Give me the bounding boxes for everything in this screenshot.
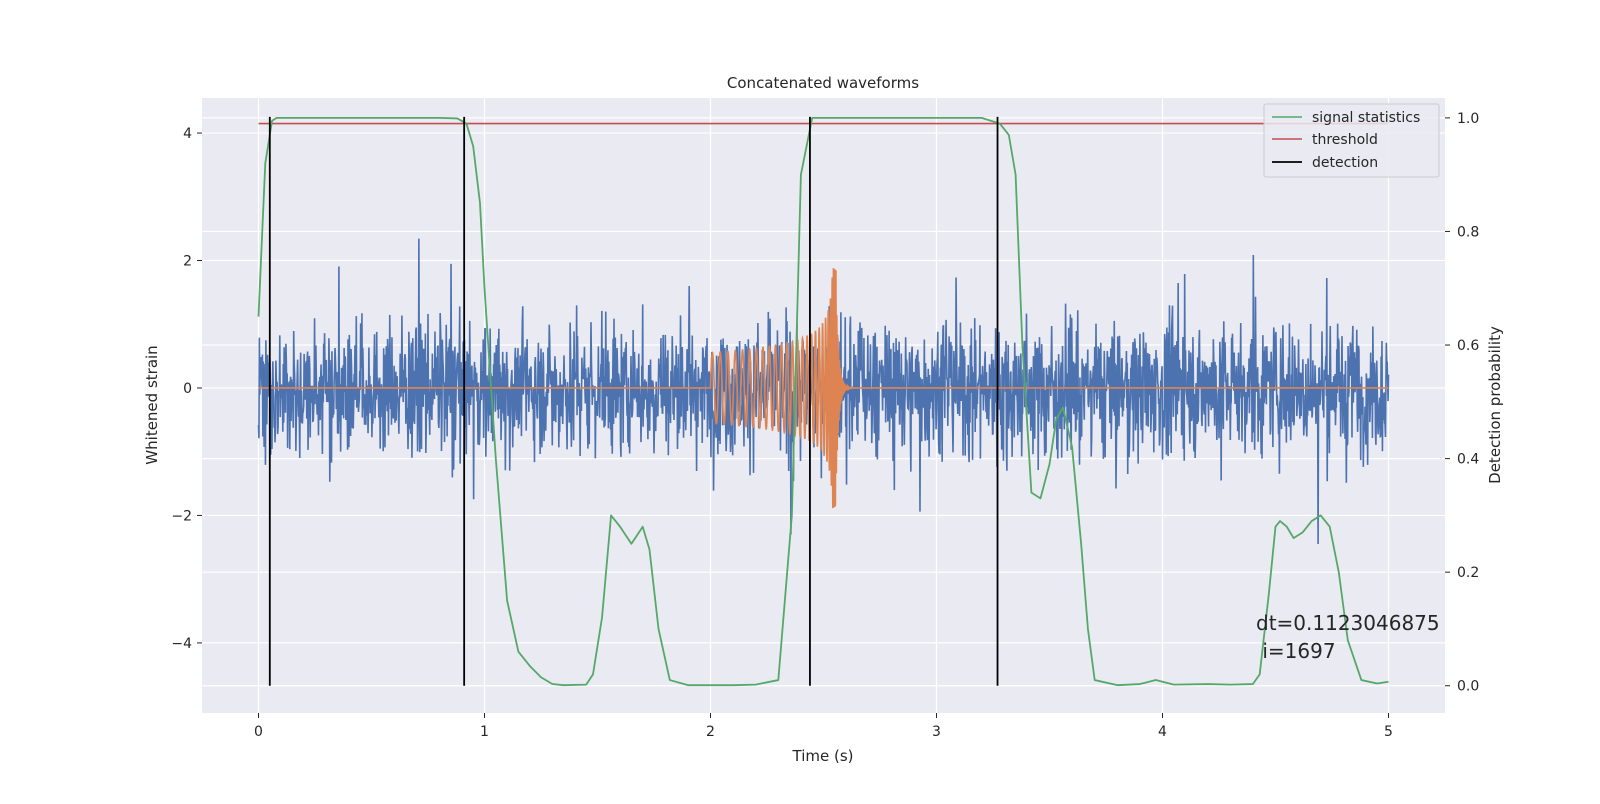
y-right-tick-label: 0.2 [1457, 565, 1479, 581]
legend-label-threshold: threshold [1312, 132, 1378, 148]
chart-title: Concatenated waveforms [727, 74, 919, 92]
y-left-tick-label: 4 [183, 126, 192, 142]
y-right-tick-label: 0.8 [1457, 224, 1479, 240]
y-right-tick-label: 0.6 [1457, 338, 1479, 354]
x-tick-label: 5 [1384, 724, 1393, 740]
y-right-tick-label: 1.0 [1457, 111, 1479, 127]
y-axis-label-left: Whitened strain [143, 345, 161, 464]
annotation-dt: dt=0.1123046875 [1256, 611, 1440, 635]
y-right-tick-label: 0.0 [1457, 679, 1479, 695]
y-left-tick-label: −4 [171, 636, 192, 652]
y-axis-label-right: Detection probability [1486, 326, 1504, 484]
x-tick-label: 3 [932, 724, 941, 740]
y-left-tick-label: 0 [183, 381, 192, 397]
signal-statistics-line [257, 116, 1389, 687]
x-tick-label: 4 [1158, 724, 1167, 740]
x-tick-label: 0 [254, 724, 263, 740]
x-tick-label: 1 [480, 724, 489, 740]
x-axis-label: Time (s) [792, 747, 854, 765]
annotation-index: i=1697 [1256, 639, 1336, 663]
legend: signal statistics threshold detection [1263, 103, 1440, 178]
tick-layer: 0 1 2 3 4 5 −4 −2 0 2 4 0.0 0.2 0.4 0.6 0.8 1.0 [171, 111, 1479, 740]
data-layer [257, 116, 1390, 687]
x-tick-label: 2 [706, 724, 715, 740]
y-left-tick-label: 2 [183, 254, 192, 270]
y-left-tick-label: −2 [171, 508, 192, 524]
legend-box [1263, 103, 1440, 178]
y-right-tick-label: 0.4 [1457, 452, 1479, 468]
legend-label-detection: detection [1312, 155, 1378, 171]
chirp-series-line [258, 268, 1389, 509]
legend-label-signal: signal statistics [1312, 110, 1420, 126]
